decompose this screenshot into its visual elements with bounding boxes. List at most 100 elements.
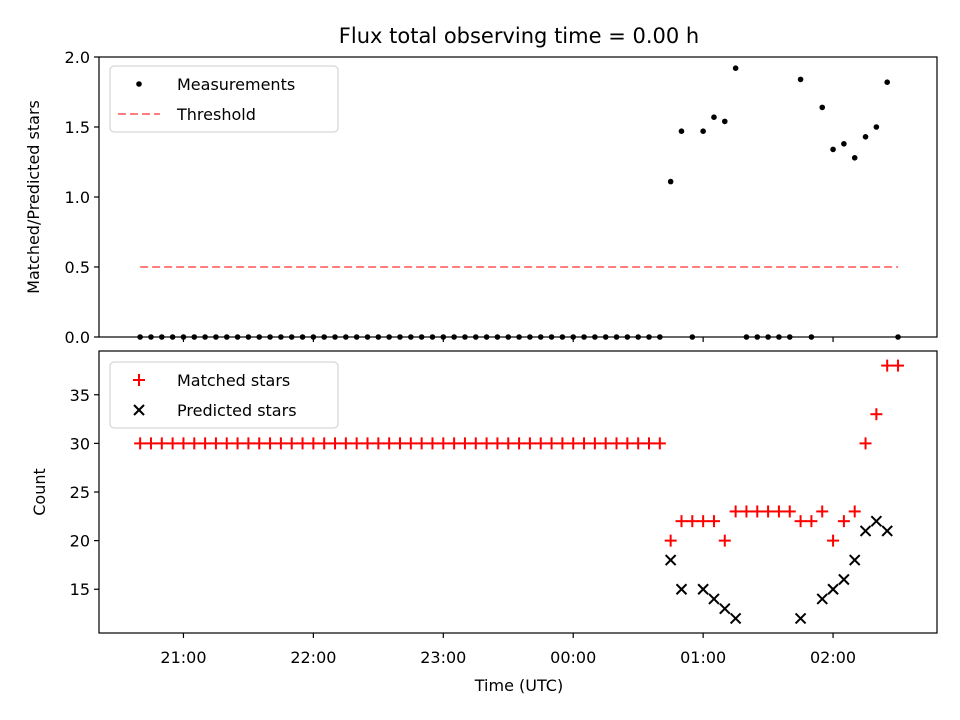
bottom-xtick-label: 01:00: [680, 648, 726, 667]
predicted-star-point: [870, 515, 883, 527]
measurement-point: [732, 65, 739, 71]
bottom-ytick-label: 35: [70, 386, 90, 405]
matched-star-point: [469, 437, 482, 450]
matched-star-point: [209, 437, 222, 450]
bottom-ytick-label: 25: [70, 483, 90, 502]
measurement-point: [884, 79, 890, 85]
matched-star-point: [740, 505, 753, 518]
top-ytick-label: 0.0: [65, 328, 90, 347]
matched-star-point: [772, 505, 785, 518]
matched-star-point: [718, 534, 731, 547]
matched-star-point: [220, 437, 233, 450]
matched-star-point: [274, 437, 287, 450]
matched-star-point: [458, 437, 471, 450]
predicted-star-point: [816, 593, 828, 605]
legend-measurements-label: Measurements: [177, 75, 295, 94]
predicted-star-point: [729, 612, 742, 625]
matched-star-point: [253, 437, 266, 450]
matched-star-point: [350, 437, 363, 450]
matched-star-point: [751, 505, 764, 518]
top-y-axis-label: Matched/Predicted stars: [24, 100, 43, 294]
measurement-point: [797, 76, 804, 83]
matched-star-point: [762, 505, 775, 518]
matched-star-point: [588, 437, 601, 450]
bottom-panel: Count Time (UTC) 15 20 25 30 35 21:00 22:00 23…: [30, 350, 938, 695]
matched-star-point: [415, 437, 428, 450]
matched-star-point: [870, 408, 883, 421]
matched-star-point: [383, 437, 396, 450]
bottom-xtick-label: 02:00: [810, 648, 856, 667]
top-legend: Measurements Threshold: [109, 65, 339, 133]
bottom-xtick-label: 23:00: [420, 648, 466, 667]
matched-star-point: [707, 515, 720, 528]
matched-star-point: [859, 437, 872, 450]
matched-star-point: [599, 437, 612, 450]
matched-star-point: [664, 534, 677, 547]
matched-star-point: [502, 437, 515, 450]
bottom-x-ticks: 21:00 22:00 23:00 00:00 01:00 02:00: [160, 633, 856, 667]
predicted-star-point: [849, 554, 861, 566]
matched-star-point: [448, 437, 461, 450]
matched-star-point: [621, 437, 634, 450]
measurement-point: [667, 178, 674, 185]
measurement-point: [700, 128, 706, 134]
predicted-star-point: [664, 554, 677, 566]
matched-star-point: [199, 437, 212, 450]
matched-star-point: [242, 437, 255, 450]
matched-star-point: [339, 437, 352, 450]
predicted-star-point: [859, 525, 872, 537]
measurement-point: [862, 134, 869, 140]
matched-star-point: [155, 437, 168, 450]
matched-star-point: [697, 515, 710, 528]
matched-star-point: [643, 437, 656, 450]
matched-star-point: [144, 437, 157, 450]
matched-star-point: [881, 359, 894, 372]
bottom-xtick-label: 21:00: [160, 648, 206, 667]
matched-star-point: [296, 437, 309, 450]
matched-star-point: [318, 437, 331, 450]
bottom-axes-frame: [98, 350, 938, 634]
matched-star-point: [134, 437, 147, 450]
measurement-point: [819, 104, 826, 111]
top-y-ticks: 0.0 0.5 1.0 1.5 2.0: [65, 48, 99, 347]
chart-title: Flux total observing time = 0.00 h: [339, 24, 699, 48]
legend-measurements-marker: [136, 81, 142, 87]
matched-star-point: [567, 437, 580, 450]
bottom-xtick-label: 00:00: [550, 648, 596, 667]
bottom-plot-area: [134, 359, 905, 625]
bottom-y-axis-label: Count: [30, 468, 49, 516]
measurement-point: [851, 155, 858, 161]
matched-star-point: [285, 437, 298, 450]
top-ytick-label: 1.0: [65, 188, 90, 207]
legend-matched-label: Matched stars: [177, 371, 290, 390]
legend-predicted-marker: [133, 404, 145, 416]
matched-star-point: [437, 437, 450, 450]
matched-star-point: [393, 437, 406, 450]
matched-star-point: [264, 437, 277, 450]
bottom-legend-box: [109, 361, 339, 429]
matched-star-point: [166, 437, 179, 450]
matched-star-point: [329, 437, 342, 450]
predicted-star-point: [719, 602, 731, 615]
bottom-ytick-label: 15: [70, 580, 90, 599]
matched-star-point: [794, 515, 807, 528]
matched-star-point: [816, 505, 829, 518]
measurement-point: [678, 128, 685, 134]
legend-threshold-label: Threshold: [176, 105, 256, 124]
matched-star-point: [837, 515, 850, 528]
legend-matched-marker: [133, 374, 145, 386]
measurement-point: [841, 141, 847, 147]
matched-star-point: [426, 437, 439, 450]
matched-star-point: [523, 437, 536, 450]
matched-star-point: [513, 437, 526, 450]
matched-star-point: [632, 437, 645, 450]
matched-star-point: [534, 437, 547, 450]
top-ytick-label: 1.5: [65, 118, 90, 137]
bottom-xtick-label: 22:00: [290, 648, 336, 667]
matched-star-point: [480, 437, 493, 450]
bottom-ytick-label: 30: [70, 434, 90, 453]
matched-star-point: [578, 437, 591, 450]
matched-star-point: [545, 437, 558, 450]
matched-star-point: [686, 515, 699, 528]
